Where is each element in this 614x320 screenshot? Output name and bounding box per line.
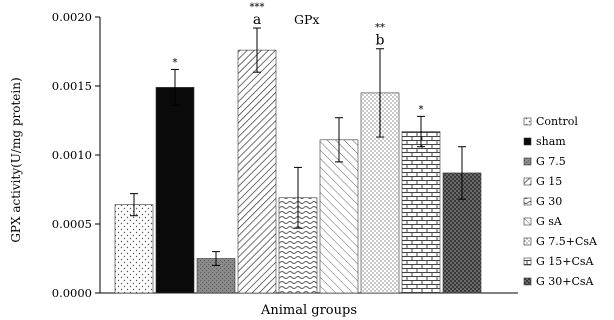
bar-g-15 xyxy=(237,49,277,294)
legend-swatch xyxy=(523,237,532,246)
group-letter: a xyxy=(253,12,261,28)
legend-swatch xyxy=(523,257,532,266)
legend-label: G 15+CsA xyxy=(536,255,595,268)
annotation-group: ****a**b* xyxy=(130,2,466,266)
significance-mark: * xyxy=(173,57,178,68)
y-tick-label: 0.0000 xyxy=(52,286,92,300)
legend-label: G 7.5+CsA xyxy=(536,235,598,248)
bar-g-sa xyxy=(319,139,359,294)
legend-swatch xyxy=(523,157,532,166)
legend-swatch xyxy=(523,117,532,126)
legend-swatch xyxy=(523,197,532,206)
legend-label: sham xyxy=(536,135,566,148)
legend-swatch xyxy=(523,217,532,226)
y-tick-label: 0.0005 xyxy=(52,217,92,231)
y-tick-label: 0.0020 xyxy=(52,10,92,24)
legend-label: Control xyxy=(536,115,578,128)
x-axis-label: Animal groups xyxy=(260,303,357,318)
significance-mark: ** xyxy=(375,23,385,34)
bar-group xyxy=(114,49,482,294)
chart-legend: Control sham G 7.5 G 15 G 30 G sA G 7.5+CsA G 1… xyxy=(523,115,598,288)
y-tick-label: 0.0015 xyxy=(52,79,92,93)
bar-g-15-csa xyxy=(401,131,441,294)
legend-label: G 30 xyxy=(536,195,562,208)
legend-swatch xyxy=(523,137,532,146)
significance-mark: *** xyxy=(250,2,265,13)
bar-sham xyxy=(155,87,195,294)
legend-label: G 30+CsA xyxy=(536,275,595,288)
legend-swatch xyxy=(523,277,532,286)
significance-mark: * xyxy=(419,104,424,115)
group-letter: b xyxy=(376,33,385,49)
bar-control xyxy=(114,204,154,294)
y-tick-label: 0.0010 xyxy=(52,148,92,162)
chart-title: GPx xyxy=(294,12,319,27)
y-axis-label: GPX activity(U/mg protein) xyxy=(9,77,23,242)
legend-label: G 7.5 xyxy=(536,155,566,168)
y-tick-group: 0.0000 0.0005 0.0010 0.0015 0.0020 xyxy=(52,10,100,300)
legend-label: G 15 xyxy=(536,175,562,188)
legend-swatch xyxy=(523,177,532,186)
legend-label: G sA xyxy=(536,215,563,228)
